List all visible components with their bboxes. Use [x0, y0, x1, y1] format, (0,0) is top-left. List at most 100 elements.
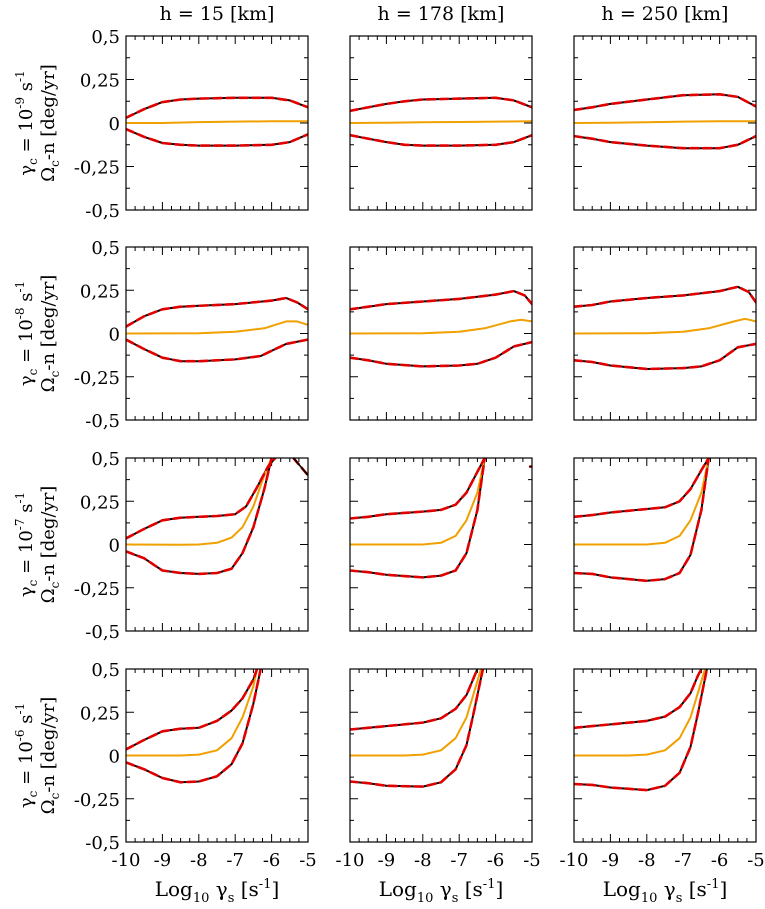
- column-title: h = 15 [km]: [160, 3, 275, 25]
- x-tick-label: -6: [487, 850, 505, 871]
- row-labels: -0,5 -0,25 0 0,25 0,5 γc = 10-9 s-1Ωc-n [deg/…: [13, 27, 120, 854]
- panel-frame: [125, 457, 309, 632]
- x-tick-label: -7: [226, 850, 244, 871]
- series-lower-line: [574, 342, 756, 370]
- panels: [125, 35, 757, 843]
- panel-r4-c2: [349, 668, 533, 843]
- series-upper-line: [350, 458, 486, 520]
- series-lower-dashed: [126, 127, 308, 147]
- series-lower-dashed: [126, 338, 308, 363]
- series-lower-line: [126, 338, 308, 363]
- x-tick-label: -6: [711, 850, 729, 871]
- y-tick-label: 0: [109, 747, 120, 768]
- x-tick-label: -5: [299, 850, 317, 871]
- y-label-line2: Ωc-n [deg/yr]: [38, 64, 62, 182]
- x-tick-label: -5: [747, 850, 765, 871]
- panel-frame: [125, 35, 309, 211]
- series-middle-line: [574, 120, 756, 124]
- y-tick-label: 0,25: [80, 281, 120, 302]
- series-middle-line: [350, 120, 532, 124]
- panel-r1-c1: [125, 35, 309, 211]
- series-upper-dashed: [350, 289, 532, 311]
- panel-r4-c1: [125, 668, 309, 843]
- x-axis-label: Log10 γs [s-1]: [155, 877, 280, 906]
- series-upper-dashed: [350, 96, 532, 113]
- series-middle-line: [574, 458, 710, 546]
- series-lower-dashed: [574, 342, 756, 371]
- y-label-line2: Ωc-n [deg/yr]: [38, 486, 62, 604]
- panel-r3-c2: [349, 457, 533, 632]
- panel-r2-c2: [349, 246, 533, 421]
- series-middle-line: [350, 318, 532, 335]
- panel-frame: [573, 35, 757, 211]
- y-axis-label: γc = 10-7 s-1Ωc-n [deg/yr]: [13, 486, 62, 604]
- series-middle-line: [126, 669, 258, 757]
- panel-frame: [349, 35, 533, 211]
- series-upper-dashed: [574, 93, 756, 112]
- x-tick-label: -8: [638, 850, 656, 871]
- panel-frame: [573, 668, 757, 843]
- x-tick-label: -9: [154, 850, 172, 871]
- series-middle-line: [350, 458, 486, 546]
- series-middle-line: [350, 669, 482, 757]
- y-tick-label: 0: [109, 325, 120, 346]
- y-label-line1: γc = 10-6 s-1: [13, 703, 40, 808]
- series-upper-dashed: [574, 669, 703, 730]
- panel-r2-c1: [125, 246, 309, 421]
- panel-frame: [349, 246, 533, 421]
- y-tick-label: -0,5: [85, 622, 120, 643]
- series-middle-line: [126, 320, 308, 335]
- series-lower-dashed: [350, 133, 532, 147]
- series-middle-line: [126, 458, 273, 546]
- y-tick-label: -0,25: [74, 790, 120, 811]
- panel-r1-c3: [573, 35, 757, 211]
- series-upper-line: [574, 458, 710, 518]
- y-tick-label: -0,5: [85, 201, 120, 222]
- x-axis-label: Log10 γs [s-1]: [603, 877, 728, 906]
- series-upper-dashed: [574, 458, 710, 519]
- x-tick-label: -9: [602, 850, 620, 871]
- x-tick-label: -6: [263, 850, 281, 871]
- y-tick-label: -0,25: [74, 579, 120, 600]
- y-axis-label: γc = 10-9 s-1Ωc-n [deg/yr]: [13, 64, 62, 182]
- y-tick-label: 0,5: [91, 449, 120, 470]
- series-upper-dashed: [126, 458, 277, 540]
- y-tick-label: 0: [109, 536, 120, 557]
- series-upper-dashed: [126, 669, 259, 751]
- panel-frame: [125, 246, 309, 421]
- x-tick-label: -8: [414, 850, 432, 871]
- y-tick-label: 0,5: [91, 660, 120, 681]
- panel-frame: [573, 246, 757, 421]
- y-tick-label: 0,25: [80, 703, 120, 724]
- series-upper-dashed: [350, 669, 479, 731]
- series-upper-dashed: [574, 285, 756, 308]
- series-upper-dashed: [126, 296, 308, 328]
- y-label-line1: γc = 10-8 s-1: [13, 281, 40, 386]
- y-label-line2: Ωc-n [deg/yr]: [38, 275, 62, 393]
- x-tick-label: -5: [523, 850, 541, 871]
- series-middle-line: [126, 120, 308, 124]
- y-tick-label: 0,25: [80, 71, 120, 92]
- column-title: h = 250 [km]: [602, 3, 729, 25]
- x-tick-label: -10: [112, 850, 141, 871]
- panel-frame: [349, 668, 533, 843]
- series-lower-line: [574, 458, 710, 582]
- x-tick-label: -8: [190, 850, 208, 871]
- x-axis-label: Log10 γs [s-1]: [379, 877, 504, 906]
- y-tick-label: -0,5: [85, 833, 120, 854]
- y-tick-label: -0,5: [85, 411, 120, 432]
- panel-frame: [349, 457, 533, 632]
- panel-r3-c3: [573, 457, 757, 632]
- panel-r2-c3: [573, 246, 757, 421]
- series-lower-dashed: [126, 669, 262, 784]
- series-lower-dashed: [126, 458, 273, 576]
- y-tick-label: 0,5: [91, 238, 120, 259]
- column-title: h = 178 [km]: [378, 3, 505, 25]
- y-label-line1: γc = 10-7 s-1: [13, 492, 40, 597]
- y-tick-label: -0,25: [74, 158, 120, 179]
- x-axis-labels: -10 -9 -8 -7 -6 -5 Log10 γs [s-1] -10 -9 -8 -7 -6 -5…: [112, 850, 765, 906]
- y-tick-label: 0: [109, 114, 120, 135]
- y-label-line2: Ωc-n [deg/yr]: [38, 697, 62, 815]
- series-lower-dashed: [350, 458, 486, 579]
